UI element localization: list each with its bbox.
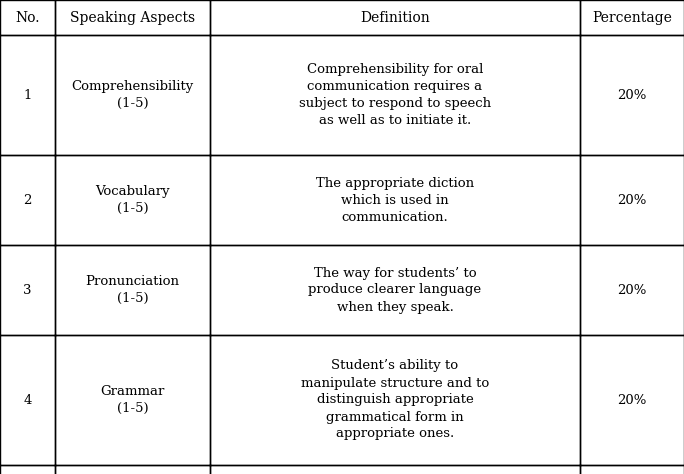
- Text: Pronunciation
(1-5): Pronunciation (1-5): [86, 275, 179, 305]
- Text: 2: 2: [23, 193, 31, 207]
- Text: Vocabulary
(1-5): Vocabulary (1-5): [95, 185, 170, 215]
- Text: The way for students’ to
produce clearer language
when they speak.: The way for students’ to produce clearer…: [308, 266, 482, 313]
- Text: Comprehensibility
(1-5): Comprehensibility (1-5): [71, 80, 194, 110]
- Text: Comprehensibility for oral
communication requires a
subject to respond to speech: Comprehensibility for oral communication…: [299, 63, 491, 127]
- Text: Percentage: Percentage: [592, 10, 672, 25]
- Text: 3: 3: [23, 283, 31, 297]
- Text: 20%: 20%: [618, 283, 646, 297]
- Text: Speaking Aspects: Speaking Aspects: [70, 10, 195, 25]
- Text: 1: 1: [23, 89, 31, 101]
- Text: 20%: 20%: [618, 89, 646, 101]
- Text: Definition: Definition: [360, 10, 430, 25]
- Text: 20%: 20%: [618, 393, 646, 407]
- Text: Grammar
(1-5): Grammar (1-5): [101, 385, 165, 415]
- Text: The appropriate diction
which is used in
communication.: The appropriate diction which is used in…: [316, 176, 474, 224]
- Text: Student’s ability to
manipulate structure and to
distinguish appropriate
grammat: Student’s ability to manipulate structur…: [301, 359, 489, 440]
- Text: 20%: 20%: [618, 193, 646, 207]
- Text: 4: 4: [23, 393, 31, 407]
- Text: No.: No.: [15, 10, 40, 25]
